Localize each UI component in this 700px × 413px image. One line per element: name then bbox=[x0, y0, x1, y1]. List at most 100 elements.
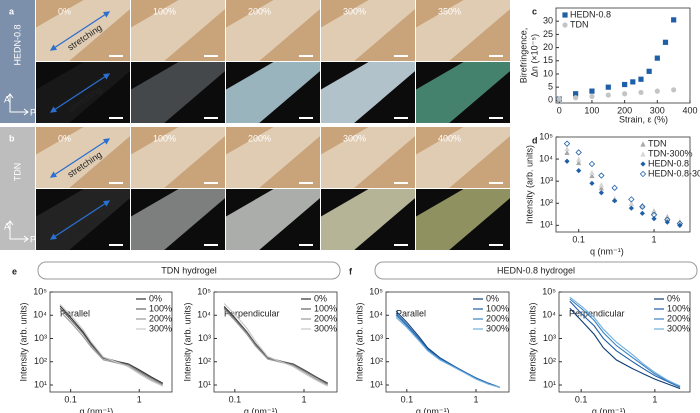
strain-label: 200% bbox=[248, 133, 271, 143]
plot-frame bbox=[213, 291, 338, 393]
scale-bar bbox=[204, 117, 218, 119]
point bbox=[589, 169, 595, 175]
plot-frame bbox=[558, 291, 691, 393]
hydrogel-strip bbox=[321, 189, 415, 250]
point bbox=[576, 156, 582, 162]
series-line bbox=[59, 307, 164, 385]
point bbox=[677, 222, 683, 228]
y-axis-label: Intensity (arb. units) bbox=[524, 145, 534, 224]
x-tick-label: 0.1 bbox=[575, 394, 588, 404]
point bbox=[598, 181, 604, 188]
y-axis-label: Birefringence, bbox=[518, 28, 528, 84]
legend-label: 200% bbox=[314, 313, 337, 323]
strain-label: 200% bbox=[248, 6, 271, 16]
y-tick-label: 10¹ bbox=[540, 220, 553, 230]
series-line bbox=[395, 313, 500, 388]
plot-frame bbox=[555, 136, 691, 233]
legend-label: 300% bbox=[314, 323, 337, 333]
header-title: TDN hydrogel bbox=[161, 265, 217, 275]
x-tick-label: 300 bbox=[650, 105, 665, 115]
point bbox=[589, 88, 595, 94]
y-tick-label: 10³ bbox=[540, 176, 553, 186]
annotation: Perpendicular bbox=[569, 308, 625, 318]
scale-bar bbox=[109, 244, 123, 246]
x-tick-label: 1 bbox=[652, 234, 657, 244]
plot-frame bbox=[555, 7, 691, 104]
point bbox=[671, 87, 677, 93]
y-tick-label: 10² bbox=[370, 356, 383, 366]
series-line bbox=[59, 310, 164, 386]
point bbox=[573, 91, 579, 97]
axis-letter: P bbox=[30, 234, 36, 244]
point bbox=[556, 96, 562, 102]
sample-band bbox=[0, 0, 35, 123]
legend-label: 200% bbox=[667, 313, 690, 323]
panel-letter: c bbox=[532, 6, 537, 16]
scale-bar bbox=[204, 182, 218, 184]
series-line bbox=[223, 303, 328, 387]
panel-letter: e bbox=[12, 266, 17, 276]
y-axis-label: Intensity (arb. units) bbox=[354, 302, 364, 381]
point bbox=[650, 211, 658, 218]
sample-name: TDN bbox=[12, 163, 22, 182]
point bbox=[598, 172, 605, 179]
y-tick-label: 10⁴ bbox=[369, 310, 383, 320]
scale-bar bbox=[394, 244, 408, 246]
annotation: Parallel bbox=[60, 308, 90, 318]
plot-frame bbox=[49, 291, 173, 393]
hydrogel-strip bbox=[131, 127, 225, 188]
y-tick-label: 10¹ bbox=[198, 379, 211, 389]
series-line bbox=[395, 310, 500, 388]
y-tick-label: 10² bbox=[543, 356, 556, 366]
legend-label: HEDN-0.8 bbox=[570, 9, 611, 19]
header-box bbox=[37, 261, 341, 280]
series-line bbox=[569, 296, 681, 387]
sample-band bbox=[0, 127, 35, 250]
series-line bbox=[395, 314, 500, 388]
legend-label: 0% bbox=[314, 293, 327, 303]
point bbox=[564, 158, 570, 164]
y-tick-label: 20 bbox=[543, 42, 553, 52]
point bbox=[605, 84, 611, 90]
y-tick-label: 10³ bbox=[370, 333, 383, 343]
point bbox=[611, 184, 618, 191]
legend-swatch bbox=[640, 161, 646, 167]
hydrogel-strip bbox=[226, 0, 320, 61]
legend-label: HEDN-0.8-300% bbox=[648, 168, 700, 178]
polarizer-axes bbox=[6, 93, 29, 116]
scale-bar bbox=[299, 244, 313, 246]
panel-letter: f bbox=[349, 266, 353, 276]
legend-label: 0% bbox=[149, 293, 162, 303]
scale-bar bbox=[204, 244, 218, 246]
x-tick-label: 100 bbox=[584, 105, 599, 115]
x-tick-label: 0 bbox=[557, 105, 562, 115]
y-tick-label: 10⁴ bbox=[33, 310, 47, 320]
y-tick-label: 0 bbox=[548, 95, 553, 105]
stretch-arrow bbox=[49, 138, 111, 178]
x-tick-label: 200 bbox=[617, 105, 632, 115]
point bbox=[677, 219, 683, 225]
point bbox=[589, 93, 595, 100]
point bbox=[575, 149, 582, 156]
hydrogel-strip bbox=[416, 0, 510, 61]
panel-letter: b bbox=[9, 133, 15, 143]
legend-label: 200% bbox=[149, 313, 172, 323]
point bbox=[622, 91, 628, 97]
point bbox=[564, 149, 570, 156]
scale-bar bbox=[204, 55, 218, 57]
scale-bar bbox=[109, 182, 123, 184]
point bbox=[564, 145, 570, 152]
x-axis-label: q (nm⁻¹) bbox=[244, 406, 278, 413]
hydrogel-strip bbox=[131, 62, 225, 123]
hydrogel-strip bbox=[131, 0, 225, 61]
series-line bbox=[223, 308, 328, 386]
legend-label: TDN bbox=[648, 138, 667, 148]
y-tick-label: 30 bbox=[543, 16, 553, 26]
hydrogel-strip bbox=[416, 62, 510, 123]
x-tick-label: 1 bbox=[301, 394, 306, 404]
y-tick-label: 10¹ bbox=[34, 379, 47, 389]
plot-frame bbox=[385, 291, 510, 393]
point bbox=[598, 190, 604, 196]
point bbox=[639, 210, 645, 216]
y-tick-label: 10³ bbox=[543, 333, 556, 343]
